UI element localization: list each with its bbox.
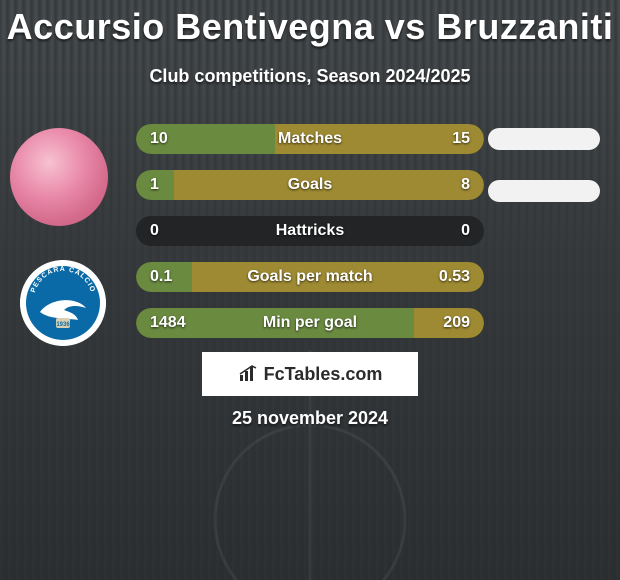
right-value: 0 (461, 216, 470, 246)
chart-icon (238, 365, 258, 383)
bar-row: 1484 209 Min per goal (136, 308, 484, 338)
page-title: Accursio Bentivegna vs Bruzzaniti (0, 0, 620, 48)
left-value: 0 (150, 216, 159, 246)
bar-row: 0 0 Hattricks (136, 216, 484, 246)
branding-text: FcTables.com (264, 364, 383, 385)
left-value: 0.1 (150, 262, 172, 292)
player1-avatar (10, 128, 108, 226)
bar-row: 10 15 Matches (136, 124, 484, 154)
bar-label: Hattricks (136, 216, 484, 246)
branding-box: FcTables.com (202, 352, 418, 396)
player2-avatar: PESCARA CALCIO 1936 (20, 260, 106, 346)
left-value: 1484 (150, 308, 186, 338)
svg-text:1936: 1936 (56, 322, 70, 328)
left-value: 10 (150, 124, 168, 154)
right-value: 15 (452, 124, 470, 154)
right-value: 0.53 (439, 262, 470, 292)
right-value: 209 (443, 308, 470, 338)
player1-badge-pill (488, 128, 600, 150)
page-subtitle: Club competitions, Season 2024/2025 (0, 66, 620, 87)
bar-right-fill (174, 170, 484, 200)
bar-row: 0.1 0.53 Goals per match (136, 262, 484, 292)
right-value: 8 (461, 170, 470, 200)
comparison-bars: 10 15 Matches 1 8 Goals 0 0 Hattricks 0.… (136, 124, 484, 354)
date-label: 25 november 2024 (0, 408, 620, 429)
left-value: 1 (150, 170, 159, 200)
bar-row: 1 8 Goals (136, 170, 484, 200)
player2-badge-pill (488, 180, 600, 202)
